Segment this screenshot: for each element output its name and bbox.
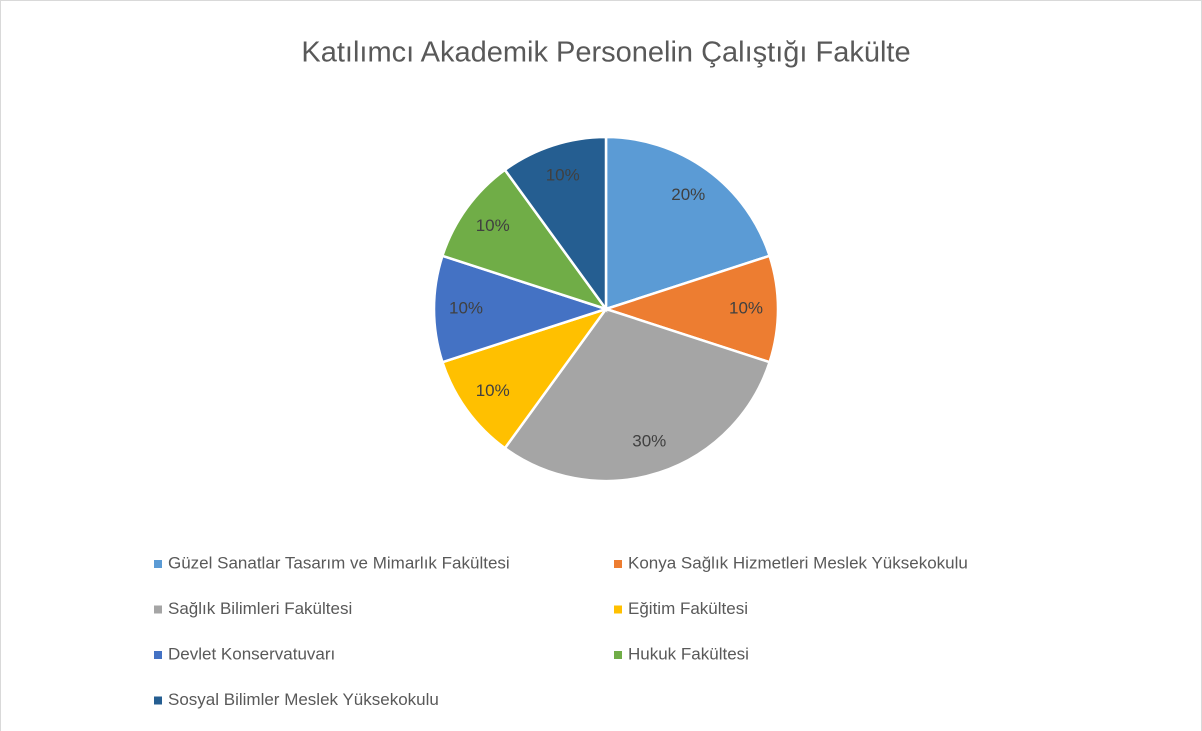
pie-slice	[604, 135, 772, 311]
legend-label: Konya Sağlık Hizmetleri Meslek Yüksekoku…	[628, 553, 968, 572]
legend-label: Sağlık Bilimleri Fakültesi	[168, 599, 352, 618]
legend-marker	[154, 651, 162, 659]
legend-label: Devlet Konservatuvarı	[168, 644, 335, 663]
pie-slice	[440, 168, 610, 312]
data-label: 20%	[671, 185, 705, 204]
data-label: 10%	[449, 298, 483, 317]
pie-slice	[440, 306, 610, 450]
legend-marker	[154, 605, 162, 614]
data-label: 10%	[476, 381, 510, 400]
pie-slice	[432, 254, 611, 364]
data-label: 30%	[632, 432, 666, 451]
data-label: 10%	[546, 165, 580, 184]
legend-label: Sosyal Bilimler Meslek Yüksekokulu	[168, 690, 439, 709]
legend-marker	[614, 605, 622, 614]
legend-label: Hukuk Fakültesi	[628, 644, 749, 663]
data-label: 10%	[729, 298, 763, 317]
legend-marker	[614, 651, 622, 659]
legend-marker	[154, 560, 162, 568]
pie-slice	[503, 135, 608, 313]
legend-marker	[614, 560, 622, 568]
pie-slice	[503, 307, 772, 483]
chart-title: Katılımcı Akademik Personelin Çalıştığı …	[301, 37, 910, 69]
data-label: 10%	[476, 216, 510, 235]
legend-label: Güzel Sanatlar Tasarım ve Mimarlık Fakül…	[168, 553, 510, 572]
pie-slice	[601, 254, 780, 364]
legend-label: Eğitim Fakültesi	[628, 599, 748, 618]
legend-marker	[154, 696, 162, 705]
